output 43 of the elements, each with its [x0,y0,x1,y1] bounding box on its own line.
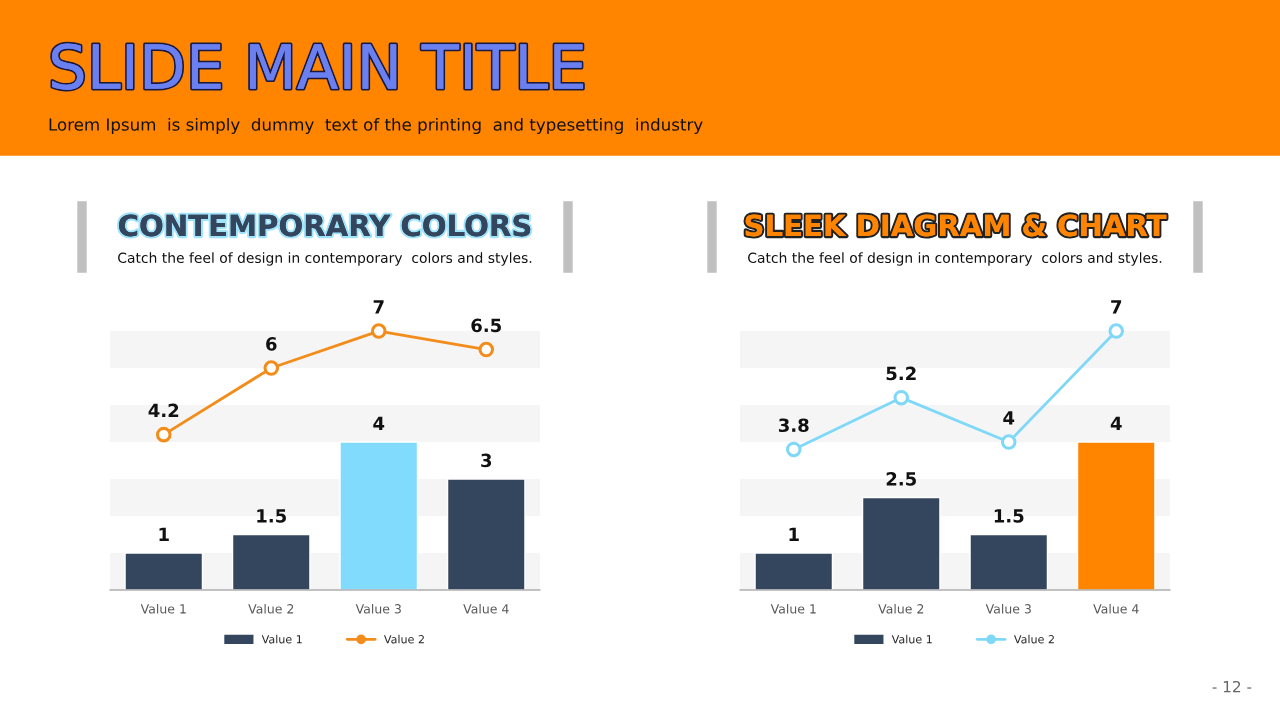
x-tick-label: Value 3 [355,603,401,614]
x-tick-label: Value 2 [248,603,294,614]
text: - 12 - [1212,680,1252,693]
data-label: 1.5 [257,509,286,523]
data-label: 7 [1111,300,1122,314]
text: Lorem Ipsum is simply dummy text of the printing and typesetting industry [49,117,703,135]
point [370,323,387,339]
x-tick-label: Value 4 [1093,603,1139,614]
data-label: 3.8 [778,418,809,433]
chart-subtitle: Catch the feel of design in contemporary colors and styles. [748,252,1162,266]
chart-title: SLEEK DIAGRAM & CHART [745,214,1167,237]
chart-subtitle: Catch the feel of design in contemporary colors and styles. [118,252,532,266]
data-label: 4 [1003,411,1015,425]
data-label: 3 [481,453,492,468]
data-label: 1.5 [994,509,1024,523]
legend-label: Value 2 [383,634,424,644]
text: SLIDE MAIN TITLE [52,43,584,90]
x-tick-label: Value 1 [770,603,816,614]
data-label: 4 [1110,416,1122,430]
chart-title: CONTEMPORARY COLORS [119,214,531,237]
data-label: 6 [266,337,277,351]
point [893,389,910,406]
data-label: 6.5 [471,318,501,333]
legend-label: Value 2 [1013,634,1054,644]
data-label: 4 [373,416,385,430]
legend-label: Value 1 [261,634,302,644]
point [785,441,802,458]
point [1000,434,1017,450]
point [478,341,495,358]
data-label: 7 [373,300,384,314]
point [263,360,280,376]
data-label: 1 [789,527,799,541]
data-label: 1 [159,527,169,541]
data-label: 2.5 [886,472,916,486]
point [155,426,172,443]
data-label: 4.2 [148,403,179,417]
point [1108,323,1125,339]
legend-label: Value 1 [891,634,932,644]
data-label: 5.2 [886,366,916,381]
x-tick-label: Value 4 [463,603,509,614]
x-tick-label: Value 1 [140,603,186,614]
x-tick-label: Value 2 [878,603,924,614]
x-tick-label: Value 3 [985,603,1031,614]
